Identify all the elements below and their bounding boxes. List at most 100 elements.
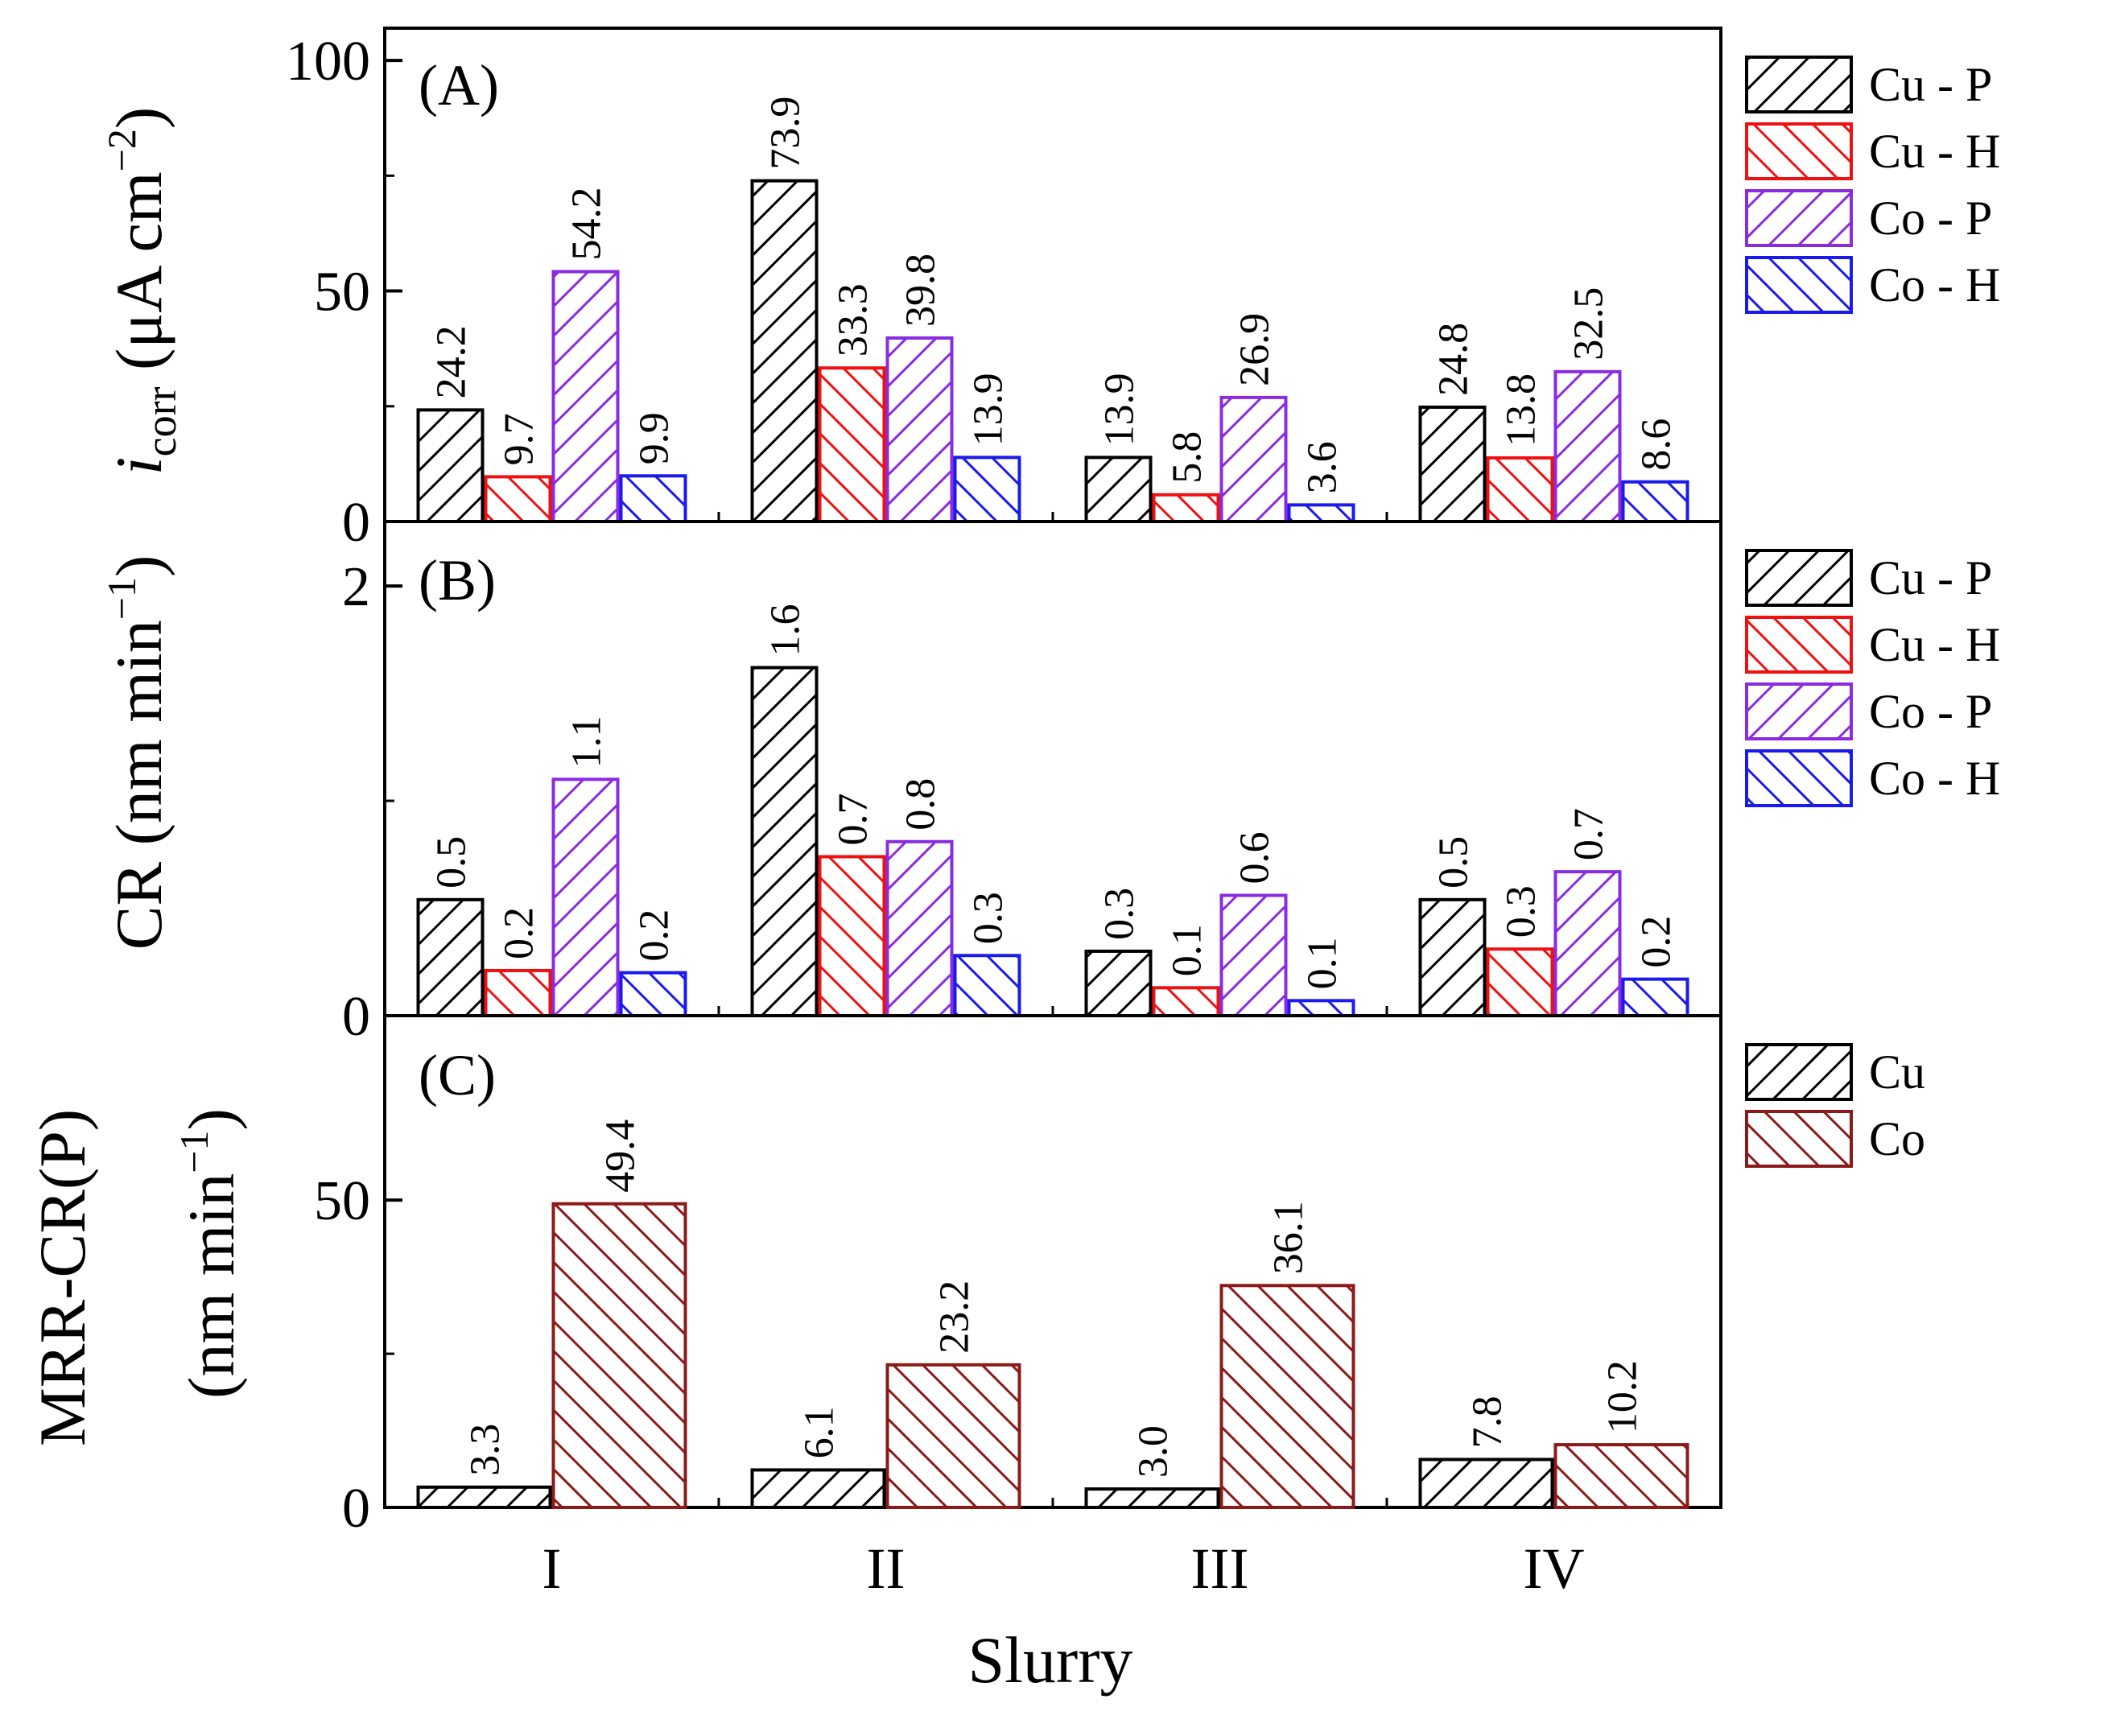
x-axis-title: Slurry xyxy=(968,1623,1133,1697)
bar-value-label: 3.3 xyxy=(463,1424,509,1476)
bar xyxy=(551,270,620,523)
bar xyxy=(885,839,954,1018)
bar-value-label: 0.5 xyxy=(429,836,475,889)
bar xyxy=(1287,503,1355,523)
bar xyxy=(1219,893,1288,1018)
bar xyxy=(1084,456,1153,524)
legend-label: Co - H xyxy=(1869,258,2000,311)
x-category-label: IV xyxy=(1524,1536,1585,1601)
bar xyxy=(885,1363,1021,1510)
bar xyxy=(484,968,552,1017)
bar xyxy=(551,777,620,1017)
bar-value-label: 0.2 xyxy=(1634,916,1680,968)
legend-swatch xyxy=(1745,616,1853,674)
bar xyxy=(953,954,1021,1018)
bar-value-label: 32.5 xyxy=(1566,287,1612,361)
bar xyxy=(818,855,886,1017)
bar xyxy=(1418,897,1487,1018)
legend-swatch xyxy=(1745,1110,1853,1168)
bar xyxy=(619,474,687,524)
bar xyxy=(1621,480,1689,523)
legend-label: Co xyxy=(1869,1112,1925,1165)
bar-value-label: 0.7 xyxy=(831,793,877,845)
bar xyxy=(885,336,954,523)
bar xyxy=(1553,369,1622,523)
bar-value-label: 7.8 xyxy=(1465,1396,1511,1448)
bar-value-label: 0.3 xyxy=(966,892,1012,944)
bar-value-label: 36.1 xyxy=(1266,1201,1312,1274)
bar-value-label: 10.2 xyxy=(1600,1360,1646,1433)
bar-value-label: 0.2 xyxy=(632,909,678,962)
bar xyxy=(416,897,485,1018)
bar xyxy=(1084,949,1153,1018)
bar-value-label: 0.1 xyxy=(1165,924,1211,976)
bar-value-label: 39.8 xyxy=(898,254,944,327)
y-tick-label: 0 xyxy=(342,492,370,554)
legend-label: Cu xyxy=(1869,1045,1925,1099)
bar xyxy=(1486,456,1554,523)
bar-value-label: 6.1 xyxy=(797,1406,843,1458)
bar xyxy=(750,179,819,523)
bar xyxy=(1553,870,1622,1018)
bar-value-label: 3.6 xyxy=(1300,441,1346,493)
y-tick-label: 50 xyxy=(314,262,370,324)
panel-label: (B) xyxy=(419,548,496,612)
legend-swatch xyxy=(1745,749,1853,807)
bar-value-label: 0.8 xyxy=(898,778,944,831)
bar xyxy=(1219,1284,1355,1509)
legend-label: Cu - H xyxy=(1869,125,2000,178)
legend-label: Co - P xyxy=(1869,192,1992,245)
y-tick-label: 0 xyxy=(342,986,370,1048)
bar-value-label: 23.2 xyxy=(932,1280,978,1354)
x-category-label: III xyxy=(1191,1536,1249,1601)
bar xyxy=(1219,395,1288,523)
bar xyxy=(1621,977,1689,1018)
bar-value-label: 0.2 xyxy=(497,907,542,959)
bar-value-label: 0.6 xyxy=(1232,832,1278,884)
legend-swatch xyxy=(1745,56,1853,113)
legend-swatch xyxy=(1745,549,1853,607)
bar-value-label: 24.2 xyxy=(429,325,475,398)
bar-value-label: 13.8 xyxy=(1499,373,1545,447)
x-category-label: I xyxy=(542,1536,562,1601)
bar-value-label: 0.7 xyxy=(1566,808,1612,860)
bar-value-label: 73.9 xyxy=(763,97,809,170)
bar xyxy=(1084,1487,1220,1510)
bar-value-label: 8.6 xyxy=(1634,419,1680,471)
bar xyxy=(619,971,687,1017)
bar xyxy=(750,1468,886,1510)
bar-value-label: 5.8 xyxy=(1165,431,1211,484)
bar-value-label: 0.3 xyxy=(1097,888,1143,940)
bar-value-label: 33.3 xyxy=(831,283,877,357)
legend-swatch xyxy=(1745,682,1853,740)
bar xyxy=(416,408,485,524)
bar xyxy=(1152,493,1220,524)
bar-value-label: 0.1 xyxy=(1300,937,1346,989)
y-axis-title: CR (nm min−1) xyxy=(99,555,175,950)
y-tick-label: 0 xyxy=(342,1478,370,1540)
bar-value-label: 54.2 xyxy=(564,187,610,260)
legend-swatch xyxy=(1745,1043,1853,1101)
bar-value-label: 1.6 xyxy=(763,604,809,657)
bar-value-label: 0.5 xyxy=(1431,836,1477,889)
bar xyxy=(1418,1458,1554,1509)
bar-value-label: 26.9 xyxy=(1232,313,1278,386)
legend-label: Co - H xyxy=(1869,752,2000,805)
bar xyxy=(1418,405,1487,524)
y-tick-label: 100 xyxy=(286,31,370,93)
legend-swatch xyxy=(1745,256,1853,314)
bar xyxy=(416,1485,552,1510)
bar-value-label: 1.1 xyxy=(564,715,610,768)
bar xyxy=(1152,986,1220,1018)
bar-value-label: 13.9 xyxy=(966,373,1012,446)
legend-label: Cu - P xyxy=(1869,551,1992,604)
panel-label: (A) xyxy=(419,53,499,118)
bar xyxy=(1553,1443,1689,1510)
legend-label: Co - P xyxy=(1869,685,1992,738)
legend-label: Cu - P xyxy=(1869,58,1992,111)
bar-value-label: 13.9 xyxy=(1097,373,1143,446)
bar-value-label: 3.0 xyxy=(1131,1425,1177,1478)
x-category-label: II xyxy=(867,1536,905,1601)
bar xyxy=(551,1202,687,1510)
